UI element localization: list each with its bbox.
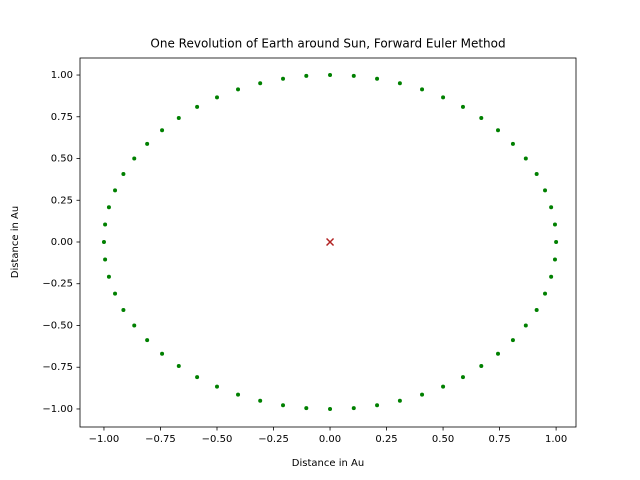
earth-point [510, 338, 515, 343]
earth-point [113, 291, 118, 296]
earth-point [351, 73, 356, 78]
earth-point [132, 323, 137, 328]
sun-marker [326, 237, 335, 247]
earth-point [106, 274, 111, 279]
earth-point [236, 87, 241, 92]
earth-point [304, 406, 309, 411]
earth-point [479, 364, 484, 369]
earth-point [121, 307, 126, 312]
earth-point [375, 403, 380, 408]
x-tick-label: −0.50 [202, 434, 233, 445]
earth-point [534, 172, 539, 177]
x-tick-label: 1.00 [545, 434, 567, 445]
earth-point [214, 95, 219, 100]
x-tick-label: 0.75 [488, 434, 510, 445]
y-tick-label: 0.25 [51, 195, 73, 206]
earth-point [160, 351, 165, 356]
earth-point [549, 205, 554, 210]
earth-point [145, 338, 150, 343]
x-tick-label: 0.00 [319, 434, 341, 445]
x-tick-label: 0.25 [375, 434, 397, 445]
earth-point [195, 104, 200, 109]
earth-point [510, 141, 515, 146]
earth-point [420, 87, 425, 92]
earth-point [195, 375, 200, 380]
earth-point [258, 398, 263, 403]
earth-point [304, 73, 309, 78]
y-tick-label: 1.00 [51, 70, 73, 81]
earth-point [101, 239, 106, 244]
earth-point [441, 95, 446, 100]
earth-point [479, 115, 484, 120]
earth-point [281, 76, 286, 81]
earth-point [176, 364, 181, 369]
earth-point [281, 403, 286, 408]
x-tick-label: −0.75 [145, 434, 176, 445]
earth-point [534, 307, 539, 312]
earth-point [160, 128, 165, 133]
x-tick-label: −1.00 [89, 434, 120, 445]
earth-point [236, 392, 241, 397]
earth-point [420, 392, 425, 397]
earth-point [328, 406, 333, 411]
y-tick-label: 0.50 [51, 154, 73, 165]
y-tick-label: 0.75 [51, 112, 73, 123]
earth-point [441, 384, 446, 389]
earth-point [103, 257, 108, 262]
earth-point [543, 291, 548, 296]
earth-point [106, 205, 111, 210]
x-tick-label: −0.25 [258, 434, 289, 445]
y-tick-label: −0.25 [42, 279, 73, 290]
y-axis-label: Distance in Au [10, 206, 21, 278]
earth-point [496, 128, 501, 133]
earth-point [375, 76, 380, 81]
earth-point [460, 375, 465, 380]
earth-point [460, 104, 465, 109]
earth-point [552, 222, 557, 227]
earth-point [176, 115, 181, 120]
earth-point [113, 188, 118, 193]
earth-point [496, 351, 501, 356]
earth-point [132, 156, 137, 161]
earth-point [121, 172, 126, 177]
y-tick-label: 0.00 [51, 237, 73, 248]
earth-point [523, 156, 528, 161]
earth-point [523, 323, 528, 328]
earth-point [328, 73, 333, 78]
earth-point [543, 188, 548, 193]
y-tick-label: −0.50 [42, 320, 73, 331]
earth-point [258, 81, 263, 86]
earth-point [549, 274, 554, 279]
earth-point [554, 239, 559, 244]
earth-point [397, 398, 402, 403]
y-tick-label: −0.75 [42, 362, 73, 373]
earth-point [351, 406, 356, 411]
earth-point [103, 222, 108, 227]
chart-title: One Revolution of Earth around Sun, Forw… [150, 37, 505, 51]
earth-point [214, 384, 219, 389]
plot-frame [79, 57, 577, 428]
earth-point [145, 141, 150, 146]
earth-point [397, 81, 402, 86]
earth-point [552, 257, 557, 262]
y-tick-label: −1.00 [42, 404, 73, 415]
x-axis-label: Distance in Au [292, 458, 364, 469]
x-tick-label: 0.50 [432, 434, 454, 445]
